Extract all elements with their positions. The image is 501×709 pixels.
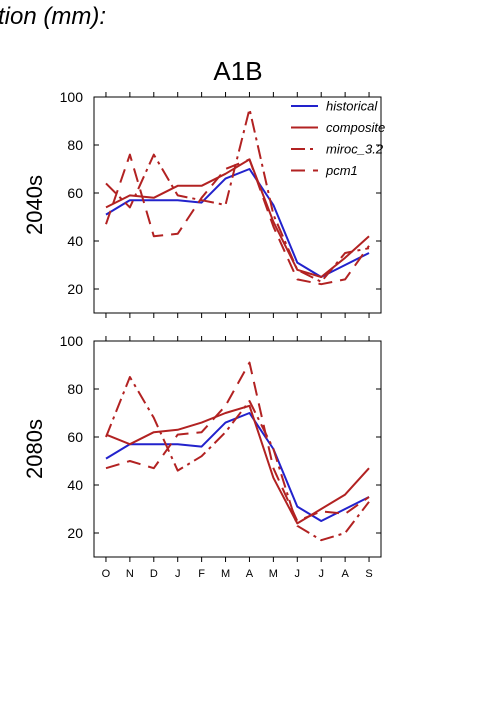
legend: historical composite miroc_3.2 pcm1 xyxy=(291,99,385,178)
row-label: 2080s xyxy=(22,419,47,479)
plot-frame xyxy=(93,96,382,314)
y-tick-label: 80 xyxy=(67,137,83,153)
series-line-composite xyxy=(105,158,370,278)
x-tick-label: A xyxy=(246,568,254,580)
x-tick-label: S xyxy=(365,568,372,580)
x-tick-label: J xyxy=(318,568,324,580)
series-line-pcm1 xyxy=(105,361,370,522)
series-line-miroc-3-2 xyxy=(105,108,370,283)
series-line-historical xyxy=(105,168,370,278)
y-tick-label: 100 xyxy=(60,333,84,349)
y-tick-label: 20 xyxy=(67,525,83,541)
y-tick-label: 40 xyxy=(67,477,83,493)
y-tick-label: 20 xyxy=(67,281,83,297)
x-tick-label: D xyxy=(150,568,158,580)
legend-label: historical xyxy=(326,99,378,114)
x-tick-label: M xyxy=(269,568,278,580)
series-line-miroc-3-2 xyxy=(105,376,370,542)
legend-label: pcm1 xyxy=(325,163,358,178)
panel-1: 20 40 60 80 100 2040s historical composite miroc… xyxy=(22,89,385,318)
x-tick-label: J xyxy=(175,568,181,580)
x-tick-label: F xyxy=(198,568,205,580)
legend-label: miroc_3.2 xyxy=(326,142,384,157)
y-tick-label: 80 xyxy=(67,381,83,397)
x-tick-label: A xyxy=(341,568,349,580)
x-tick-label: J xyxy=(295,568,301,580)
series-line-pcm1 xyxy=(105,153,370,286)
series-line-composite xyxy=(105,404,370,525)
panel-2: 20 40 60 80 100 O N D J F M A M J J A S 2080s xyxy=(22,333,382,580)
x-tick-label: M xyxy=(221,568,230,580)
figure-title: tion (mm): xyxy=(0,3,106,30)
row-label: 2040s xyxy=(22,175,47,235)
y-tick-label: 100 xyxy=(60,89,84,105)
plot-frame xyxy=(93,340,382,558)
x-tick-label: O xyxy=(102,568,111,580)
legend-label: composite xyxy=(326,120,385,135)
y-tick-label: 40 xyxy=(67,233,83,249)
y-tick-label: 60 xyxy=(67,185,83,201)
x-tick-label: N xyxy=(126,568,134,580)
scenario-title: A1B xyxy=(213,56,263,86)
y-tick-label: 60 xyxy=(67,429,83,445)
